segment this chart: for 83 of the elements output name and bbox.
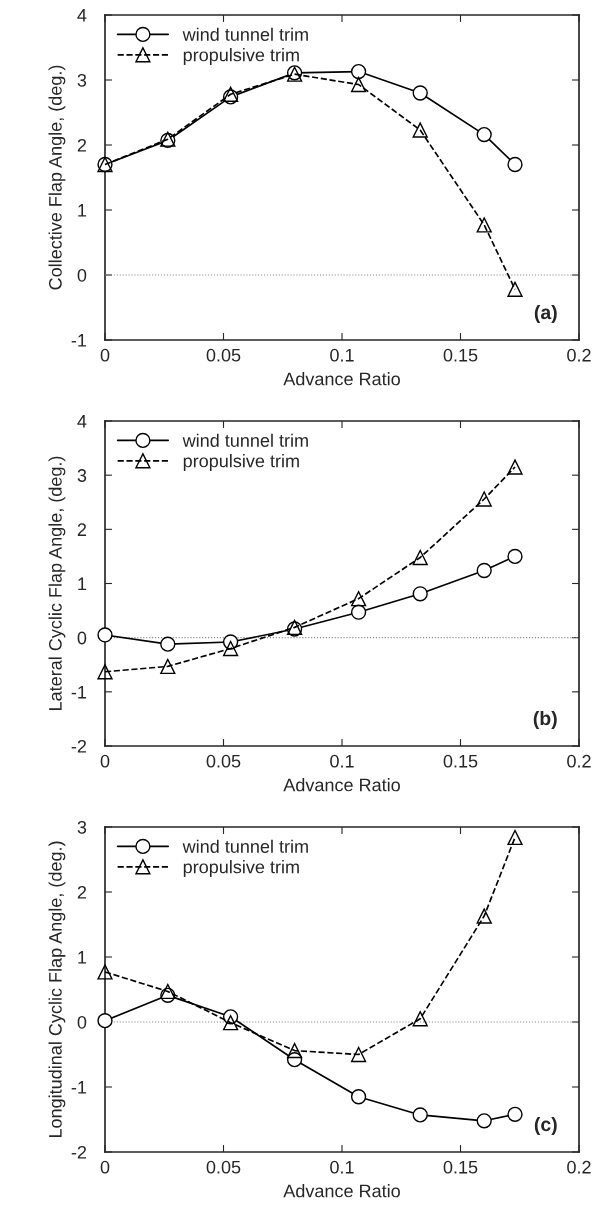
x-axis-title: Advance Ratio xyxy=(283,1184,400,1198)
x-axis-title: Advance Ratio xyxy=(283,372,400,386)
x-tick-label: 0.15 xyxy=(443,1160,478,1174)
x-tick-label: 0 xyxy=(100,754,110,768)
y-tick-label: 0 xyxy=(77,1015,87,1029)
point xyxy=(412,1011,428,1027)
point xyxy=(160,658,176,675)
y-tick-label: 1 xyxy=(78,951,87,964)
point xyxy=(350,604,367,620)
y-tick-label: 2 xyxy=(77,885,87,899)
legend-label: propulsive trim xyxy=(183,454,299,471)
point xyxy=(476,126,492,143)
y-tick-label: 4 xyxy=(77,9,87,22)
legend-label: wind tunnel trim xyxy=(182,27,308,41)
y-tick-label: 0 xyxy=(77,268,87,282)
point xyxy=(412,122,428,138)
point xyxy=(476,491,492,507)
point xyxy=(97,964,113,980)
point xyxy=(476,562,492,579)
point xyxy=(350,1089,367,1105)
x-tick-label: 0.1 xyxy=(330,1160,354,1174)
point xyxy=(507,281,523,297)
x-tick-label: 0.1 xyxy=(330,348,354,362)
x-tick-label: 0.15 xyxy=(443,754,478,768)
y-axis-title: Collective Flap Angle, (deg.) xyxy=(48,65,66,290)
y-tick-label: -1 xyxy=(71,685,87,699)
point xyxy=(97,664,113,680)
point xyxy=(507,548,523,565)
x-tick-label: 0.15 xyxy=(443,348,478,362)
x-tick-label: 0.05 xyxy=(206,1160,241,1174)
point xyxy=(286,1042,303,1059)
x-tick-label: 0.2 xyxy=(567,348,591,362)
point xyxy=(476,217,492,233)
y-tick-label: -1 xyxy=(71,1081,87,1094)
point xyxy=(222,1015,239,1031)
point xyxy=(507,1106,523,1122)
point xyxy=(160,983,176,1000)
x-tick-label: 0.1 xyxy=(330,754,354,768)
annotation: (c) xyxy=(534,1116,557,1136)
y-tick-label: 4 xyxy=(77,415,87,428)
point xyxy=(412,1107,428,1123)
point xyxy=(507,156,523,173)
point xyxy=(412,85,428,101)
annotation: (a) xyxy=(534,304,557,324)
point xyxy=(412,549,428,566)
y-axis-title: Longitudinal Cyclic Flap Angle, (deg.) xyxy=(48,841,66,1138)
point xyxy=(412,586,428,602)
point xyxy=(97,1013,113,1029)
legend-label: wind tunnel trim xyxy=(182,839,308,853)
y-tick-label: -2 xyxy=(71,1145,87,1159)
point xyxy=(350,76,367,93)
y-tick-label: 1 xyxy=(78,577,87,591)
legend-label: wind tunnel trim xyxy=(182,433,308,447)
legend-label: propulsive trim xyxy=(183,48,299,65)
point xyxy=(476,908,492,924)
legend-label: propulsive trim xyxy=(183,860,299,877)
point xyxy=(97,627,113,643)
annotation: (b) xyxy=(533,710,557,730)
point xyxy=(222,640,239,657)
x-tick-label: 0.2 xyxy=(567,1160,591,1174)
x-tick-label: 0.2 xyxy=(567,754,591,768)
point xyxy=(350,63,367,80)
y-tick-label: -2 xyxy=(71,739,87,753)
x-tick-label: 0 xyxy=(100,348,110,362)
y-axis-title: Lateral Cyclic Flap Angle, (deg.) xyxy=(48,456,66,710)
y-tick-label: 2 xyxy=(77,138,87,152)
y-tick-label: 3 xyxy=(77,820,87,834)
y-tick-label: 1 xyxy=(78,204,87,217)
point xyxy=(476,1113,492,1129)
point xyxy=(350,1046,367,1063)
x-tick-label: 0.05 xyxy=(206,348,241,362)
point xyxy=(350,591,367,607)
y-tick-label: 3 xyxy=(77,469,87,482)
x-axis-title: Advance Ratio xyxy=(283,778,400,792)
y-tick-label: -1 xyxy=(71,334,87,347)
y-tick-label: 0 xyxy=(77,631,87,645)
point xyxy=(507,459,523,475)
point xyxy=(507,829,523,846)
y-tick-label: 2 xyxy=(77,523,87,536)
y-tick-label: 3 xyxy=(77,73,87,87)
x-tick-label: 0 xyxy=(100,1160,110,1174)
point xyxy=(160,636,176,652)
x-tick-label: 0.05 xyxy=(206,754,241,768)
